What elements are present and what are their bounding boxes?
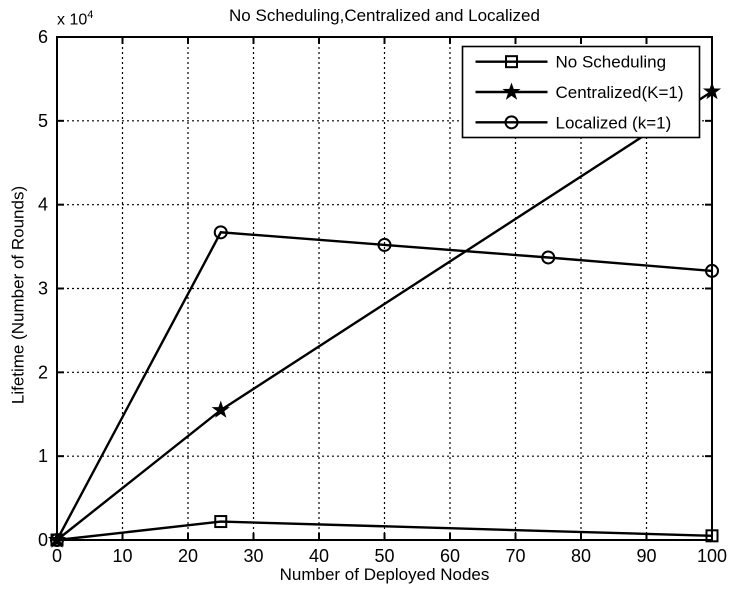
x-tick-label: 0 (52, 546, 62, 566)
series-no-scheduling (50, 515, 719, 547)
star-marker (702, 81, 722, 100)
square-marker (505, 55, 518, 69)
y-tick-label: 5 (38, 111, 48, 131)
tick-labels: 0 10 20 30 40 50 60 70 80 90 100 0 1 2 3 4 5 6 (38, 27, 727, 566)
legend-label: Centralized(K=1) (556, 83, 684, 102)
legend-item-no-scheduling: No Scheduling (475, 53, 667, 72)
x-tick-label: 30 (243, 546, 263, 566)
series-centralized-k-1 (47, 81, 722, 548)
x-tick-label: 90 (636, 546, 656, 566)
series-line (55, 231, 713, 541)
y-tick-label: 2 (38, 362, 48, 382)
x-tick-label: 10 (112, 546, 132, 566)
x-tick-label: 60 (440, 546, 460, 566)
series-line (56, 520, 713, 542)
square-marker (705, 529, 719, 543)
series-localized-k-1 (50, 225, 719, 547)
x-tick-label: 100 (697, 546, 727, 566)
x-tick-label: 70 (505, 546, 525, 566)
legend-item-centralized-k-1: Centralized(K=1) (475, 82, 684, 102)
x-tick-label: 20 (178, 546, 198, 566)
y-axis-exponent-power: 4 (87, 9, 94, 21)
y-tick-label: 6 (38, 27, 48, 47)
x-tick-label: 80 (571, 546, 591, 566)
y-axis-exponent: x 104 (57, 9, 93, 29)
square-marker (214, 515, 228, 529)
circle-marker (705, 263, 719, 278)
chart-title: No Scheduling,Centralized and Localized (229, 6, 540, 25)
y-tick-label: 1 (38, 446, 48, 466)
circle-marker (213, 225, 228, 240)
x-tick-label: 50 (374, 546, 394, 566)
star-marker (211, 400, 230, 418)
legend-item-localized-k-1: Localized (k=1) (475, 113, 672, 132)
y-axis-label: Lifetime (Number of Rounds) (8, 185, 28, 405)
circle-marker (377, 237, 392, 252)
y-tick-label: 0 (38, 530, 48, 550)
circle-marker (504, 115, 519, 130)
circle-marker (541, 250, 556, 265)
star-marker (502, 82, 521, 100)
axes (56, 36, 713, 541)
y-tick-label: 4 (38, 195, 48, 215)
x-tick-label: 40 (309, 546, 329, 566)
legend-label: No Scheduling (556, 53, 667, 72)
y-tick-label: 3 (38, 279, 48, 299)
y-axis-exponent-base: x 10 (57, 11, 88, 29)
x-axis-label: Number of Deployed Nodes (279, 565, 490, 584)
legend: No Scheduling Centralized(K=1) Localized (… (461, 45, 701, 139)
legend-label: Localized (k=1) (556, 113, 672, 132)
circle-marker (50, 533, 64, 547)
